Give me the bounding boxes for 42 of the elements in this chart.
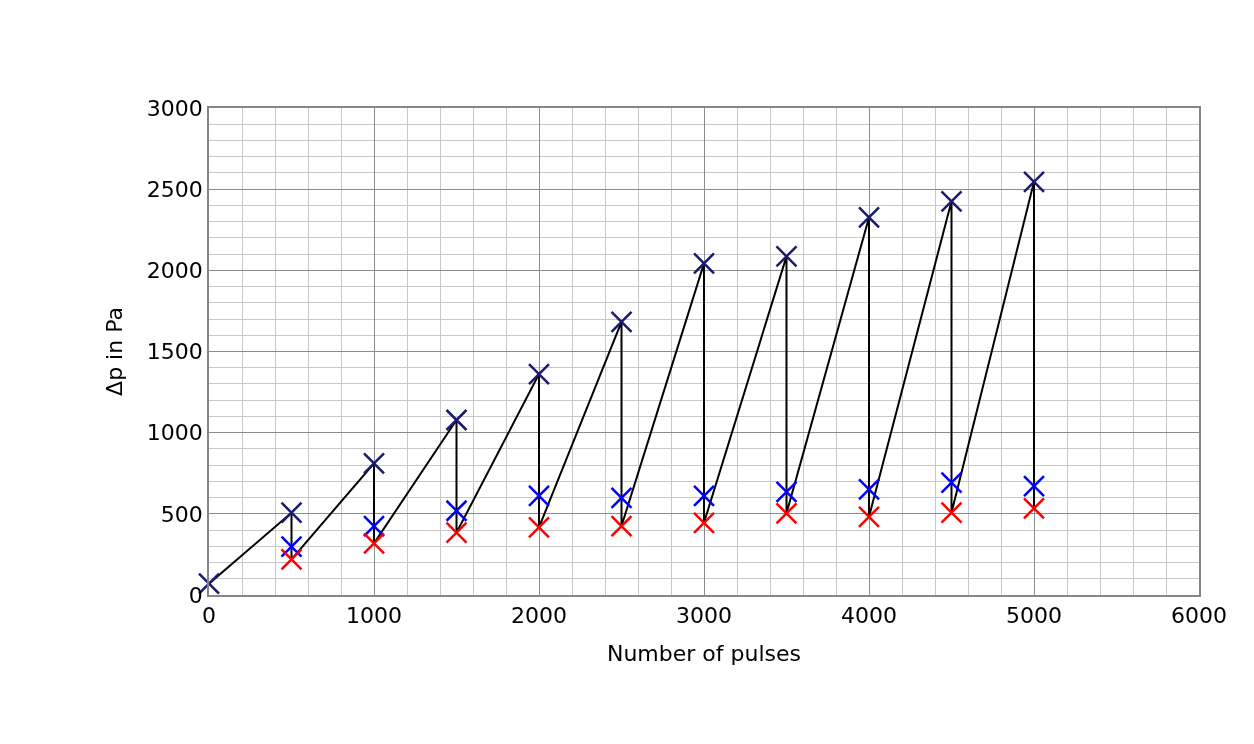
x-tick-label: 1000 <box>346 603 402 629</box>
point <box>610 514 633 538</box>
y-tick-label: 0 <box>188 582 203 608</box>
x-tick-label: 3000 <box>676 603 732 629</box>
point <box>280 548 303 571</box>
point <box>280 535 303 558</box>
point <box>775 245 798 268</box>
x-tick-label: 5000 <box>1006 603 1062 629</box>
y-tick-label: 2000 <box>146 258 203 284</box>
point <box>445 408 468 432</box>
x-tick-label: 6000 <box>1171 603 1227 629</box>
point <box>940 190 963 213</box>
point <box>610 486 633 510</box>
x-tick-label: 4000 <box>841 603 897 629</box>
point <box>445 499 468 522</box>
point <box>692 511 716 535</box>
point <box>692 484 716 508</box>
point <box>940 471 963 494</box>
point <box>1022 170 1046 194</box>
point <box>445 521 468 544</box>
x-tick-label: 2000 <box>511 603 567 629</box>
y-axis-title: Δp in Pa <box>102 307 128 396</box>
point <box>1022 497 1046 520</box>
point <box>610 310 633 334</box>
point <box>362 452 386 475</box>
y-tick-label: 1000 <box>146 420 203 446</box>
y-tick-label: 1500 <box>146 339 203 365</box>
point <box>527 362 551 386</box>
point <box>775 502 798 525</box>
y-tick-label: 2500 <box>146 176 203 202</box>
point <box>362 514 386 538</box>
point <box>857 505 881 529</box>
y-tick-label: 500 <box>160 501 203 527</box>
point <box>527 516 551 539</box>
point <box>775 480 798 504</box>
point <box>857 478 881 501</box>
y-tick-label: 3000 <box>146 95 203 121</box>
x-axis-title: Number of pulses <box>606 640 802 666</box>
point <box>857 206 881 229</box>
point <box>527 484 551 508</box>
point <box>362 532 386 555</box>
point <box>1022 474 1046 498</box>
